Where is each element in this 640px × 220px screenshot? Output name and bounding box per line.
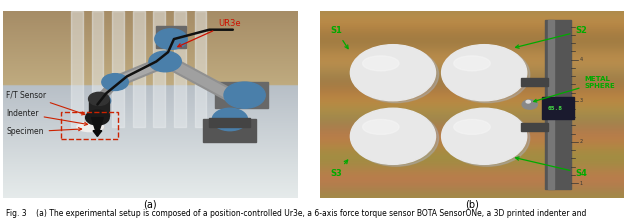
- Ellipse shape: [351, 108, 435, 164]
- Ellipse shape: [454, 119, 490, 134]
- Ellipse shape: [353, 110, 438, 166]
- Circle shape: [149, 51, 181, 72]
- Text: METAL
SPHERE: METAL SPHERE: [534, 75, 615, 102]
- Text: S2: S2: [516, 26, 588, 48]
- Bar: [521, 123, 548, 131]
- Ellipse shape: [442, 108, 527, 164]
- Text: S4: S4: [516, 157, 588, 178]
- Bar: [156, 26, 186, 48]
- Ellipse shape: [351, 45, 435, 101]
- Bar: [88, 99, 109, 116]
- Circle shape: [212, 108, 248, 131]
- Ellipse shape: [445, 46, 530, 103]
- Bar: [204, 119, 257, 142]
- Text: 2: 2: [579, 139, 582, 144]
- Bar: [61, 112, 118, 139]
- Text: 4: 4: [579, 57, 582, 62]
- Text: 3: 3: [579, 98, 582, 103]
- Text: S1: S1: [331, 26, 348, 49]
- Text: Specimen: Specimen: [6, 127, 82, 136]
- Bar: [209, 117, 250, 127]
- Circle shape: [224, 82, 265, 108]
- Text: Fig. 3    (a) The experimental setup is composed of a position-controlled Ur3e, : Fig. 3 (a) The experimental setup is com…: [6, 209, 587, 218]
- Circle shape: [155, 29, 187, 49]
- Bar: [548, 20, 554, 189]
- Circle shape: [522, 100, 538, 109]
- Ellipse shape: [445, 110, 530, 166]
- Polygon shape: [92, 117, 103, 136]
- Ellipse shape: [353, 46, 438, 103]
- Text: UR3e: UR3e: [178, 19, 241, 47]
- Text: (a): (a): [143, 200, 157, 210]
- Circle shape: [102, 74, 129, 90]
- Bar: [521, 78, 548, 86]
- Ellipse shape: [362, 119, 399, 134]
- Text: Indenter: Indenter: [6, 109, 88, 125]
- Text: 1: 1: [579, 181, 582, 185]
- Text: S3: S3: [331, 160, 348, 178]
- Text: 65.8: 65.8: [547, 106, 563, 111]
- Circle shape: [90, 94, 111, 107]
- Polygon shape: [93, 131, 102, 136]
- Ellipse shape: [77, 122, 103, 132]
- Ellipse shape: [77, 125, 104, 130]
- Ellipse shape: [454, 56, 490, 71]
- Ellipse shape: [362, 56, 399, 71]
- Circle shape: [88, 92, 109, 105]
- Ellipse shape: [442, 45, 527, 101]
- Bar: [545, 20, 571, 189]
- Bar: [215, 82, 268, 108]
- Circle shape: [86, 110, 109, 125]
- Circle shape: [526, 100, 531, 103]
- Bar: [542, 97, 574, 119]
- Text: F/T Sensor: F/T Sensor: [6, 90, 84, 115]
- Text: (b): (b): [465, 200, 479, 210]
